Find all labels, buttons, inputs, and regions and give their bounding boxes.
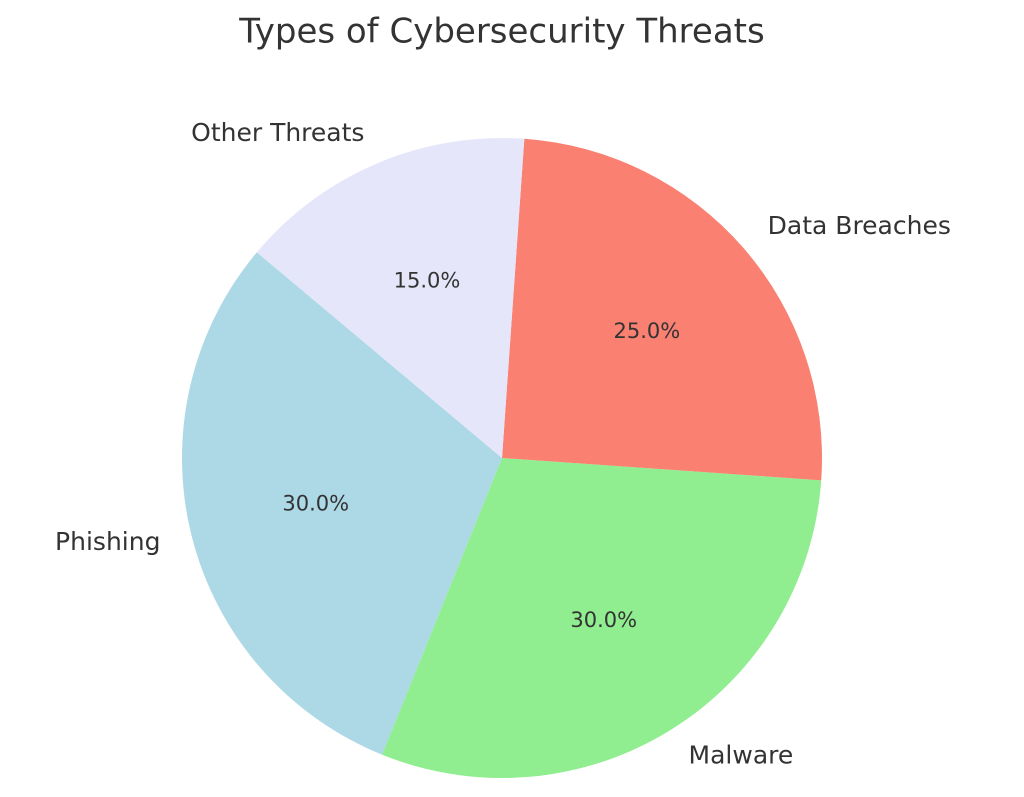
value-label: 30.0% (570, 608, 637, 632)
value-label: 30.0% (282, 491, 349, 515)
pie-slice (502, 138, 822, 481)
pie-slice (256, 138, 525, 458)
value-label: 15.0% (394, 268, 461, 292)
pie-slice (181, 252, 502, 755)
slice-label: Data Breaches (768, 211, 951, 240)
slice-label: Malware (689, 741, 794, 770)
slice-label: Phishing (55, 527, 160, 556)
chart-title: Types of Cybersecurity Threats (238, 12, 764, 52)
slice-label: Other Threats (191, 118, 364, 147)
pie-slice (382, 458, 822, 779)
value-label: 25.0% (614, 319, 681, 343)
